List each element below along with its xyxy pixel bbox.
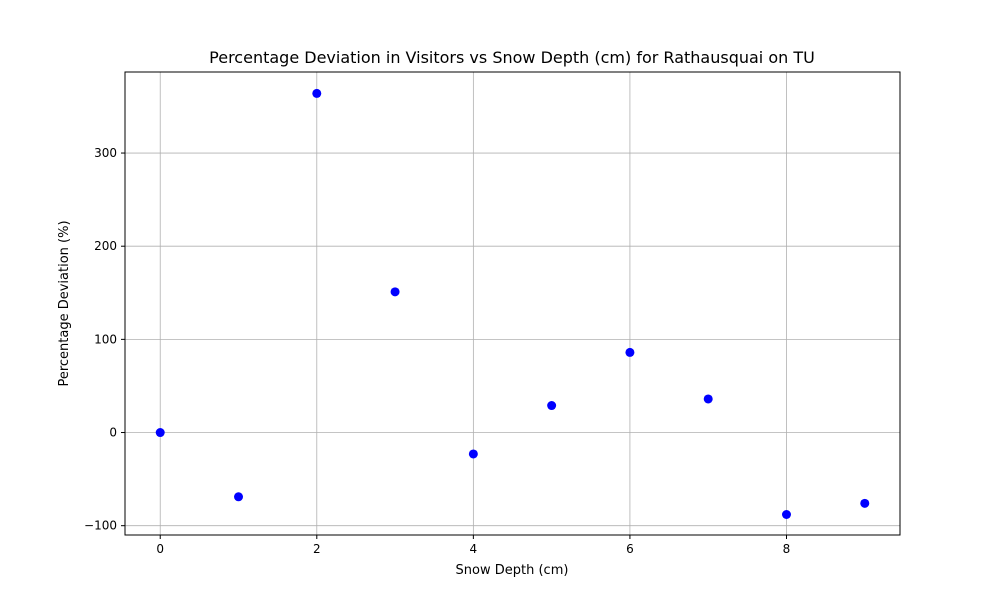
axis-ticks: 0 2 4 6 8 −100 0 100 200 300 [84, 146, 790, 556]
x-tick-label: 0 [156, 542, 164, 556]
data-points [155, 88, 870, 520]
x-tick-label: 4 [470, 542, 478, 556]
x-axis-label: Snow Depth (cm) [456, 563, 569, 578]
x-tick-label: 8 [783, 542, 791, 556]
x-tick-label: 2 [313, 542, 321, 556]
data-point [703, 394, 713, 404]
grid-lines [125, 72, 900, 535]
data-point [547, 401, 557, 411]
chart-title: Percentage Deviation in Visitors vs Snow… [209, 48, 815, 67]
data-point [234, 492, 244, 502]
data-point [390, 287, 400, 297]
y-tick-label: 300 [94, 146, 117, 160]
y-tick-label: 100 [94, 332, 117, 346]
data-point [312, 88, 322, 98]
y-tick-label: 0 [109, 426, 117, 440]
x-tick-label: 6 [626, 542, 634, 556]
data-point [468, 449, 478, 459]
y-tick-label: −100 [84, 519, 117, 533]
y-axis-label: Percentage Deviation (%) [57, 220, 72, 386]
data-point [625, 347, 635, 357]
data-point [860, 498, 870, 508]
plot-frame [124, 71, 901, 536]
y-tick-label: 200 [94, 239, 117, 253]
data-point [781, 510, 791, 520]
data-point [155, 428, 165, 438]
